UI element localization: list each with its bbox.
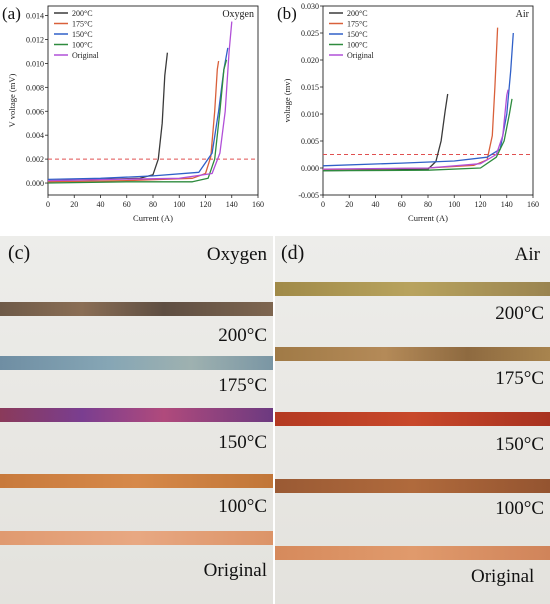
x-tick-label: 120 [200,200,212,209]
label-c-original: Original [203,560,267,581]
y-tick-label: 0.008 [26,83,44,92]
strip-original [275,546,550,560]
x-tick-label: 40 [97,200,105,209]
panel-label-c: (c) [8,242,31,264]
y-tick-label: 0.002 [26,155,44,164]
label-c-100: 100°C [218,496,267,517]
x-axis-label: Current (A) [133,213,173,223]
label-d-100: 100°C [495,498,544,519]
y-tick-label: 0.000 [301,164,319,173]
legend-entry: 200°C [347,9,368,18]
legend-entry: 150°C [347,30,368,39]
legend-entry: 175°C [72,20,93,29]
x-tick-label: 100 [173,200,185,209]
y-tick-label: 0.014 [26,12,44,21]
label-c-200: 200°C [218,325,267,346]
y-tick-label: 0.015 [301,83,319,92]
series-line-2 [322,32,514,167]
strip-200 [275,282,550,296]
photo-title-d: Air [514,244,540,265]
strip-150 [0,408,273,422]
label-d-original: Original [471,566,535,587]
series-line-0 [322,93,449,172]
strip-200 [0,302,273,316]
series-line-3 [322,98,513,172]
legend-entry: Original [72,51,99,60]
y-tick-label: 0.005 [301,137,319,146]
photo-air: (d) Air 200°C 175°C 150°C 100°C Original [275,236,550,604]
x-axis-label: Current (A) [408,213,448,223]
chart-title: Air [516,9,530,20]
panel-label: (b) [277,4,297,23]
y-tick-label: 0.012 [26,35,44,44]
strip-original [0,531,273,545]
y-axis-label: voltage (mv) [282,79,292,123]
label-c-175: 175°C [218,375,267,396]
series-line-1 [47,60,220,183]
x-tick-label: 60 [398,200,406,209]
y-tick-label: 0.020 [301,56,319,65]
y-tick-label: 0.010 [301,110,319,119]
x-tick-label: 100 [448,200,460,209]
x-tick-label: 140 [501,200,513,209]
x-tick-label: 160 [527,200,539,209]
panel-label-d: (d) [281,242,305,264]
y-tick-label: 0.025 [301,29,319,38]
legend-entry: 150°C [72,30,93,39]
plot-area: (a) 0 20 40 60 80 100 120 140 160 0.000 0.002 0.004 0… [2,4,264,223]
series-line-4 [47,21,233,182]
strip-100 [275,479,550,493]
label-c-150: 150°C [218,432,267,453]
chart-air: (b) 0 20 40 60 80 100 120 140 160 -0.005 0.000 0.005… [277,2,539,223]
legend-entry: 175°C [347,20,368,29]
y-axis-label: V voltage (mV) [7,74,17,128]
y-tick-label: 0.006 [26,107,44,116]
plot-area: (b) 0 20 40 60 80 100 120 140 160 -0.005 0.000 0.005… [277,2,539,223]
x-tick-label: 20 [345,200,353,209]
panel-label: (a) [2,4,21,23]
x-tick-label: 160 [252,200,264,209]
chart-oxygen: (a) 0 20 40 60 80 100 120 140 160 0.000 0.002 0.004 0… [2,4,264,223]
strip-175 [0,356,273,370]
y-tick-label: 0.004 [26,131,44,140]
strip-175 [275,347,550,361]
label-d-200: 200°C [495,303,544,324]
series-line-2 [47,47,229,181]
legend-entry: 200°C [72,9,93,18]
y-tick-label: 0.000 [26,179,44,188]
x-tick-label: 40 [372,200,380,209]
legend-entry: 100°C [347,41,368,50]
x-tick-label: 0 [321,200,325,209]
x-tick-label: 120 [475,200,487,209]
series-line-0 [47,52,169,182]
x-tick-label: 0 [46,200,50,209]
x-tick-label: 140 [226,200,238,209]
y-tick-label: 0.010 [26,59,44,68]
legend-entry: Original [347,51,374,60]
legend-entry: 100°C [72,41,93,50]
x-tick-label: 80 [424,200,432,209]
photo-title-c: Oxygen [206,244,267,265]
photo-oxygen: (c) Oxygen 200°C 175°C 150°C 100°C Origi… [0,236,273,604]
y-tick-label: 0.030 [301,2,319,11]
series-line-4 [322,89,509,170]
strip-100 [0,474,273,488]
x-tick-label: 80 [149,200,157,209]
label-d-150: 150°C [495,434,544,455]
label-d-175: 175°C [495,368,544,389]
x-tick-label: 20 [70,200,78,209]
strip-150 [275,412,550,426]
chart-title: Oxygen [222,9,254,20]
series-line-3 [47,59,228,184]
y-tick-label: -0.005 [298,191,319,200]
x-tick-label: 60 [123,200,131,209]
